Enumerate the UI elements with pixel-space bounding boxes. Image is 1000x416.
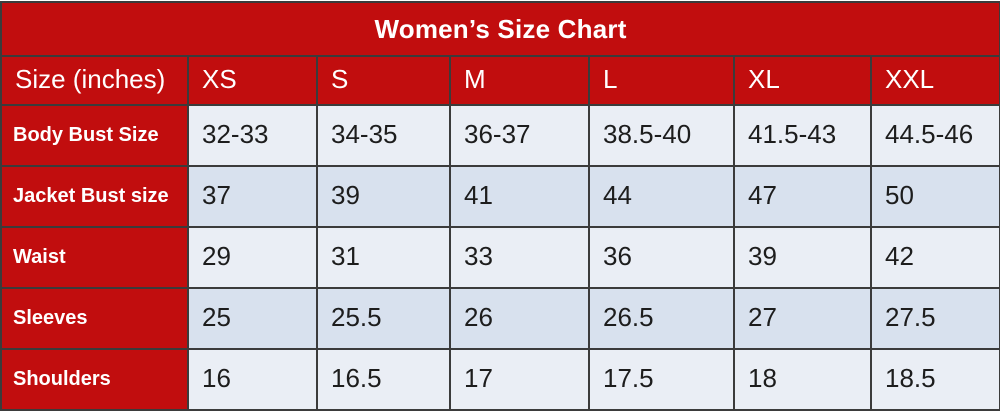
table-cell: 42 (869, 226, 1000, 289)
table-cell: 36 (588, 226, 735, 289)
table-cell: 47 (733, 165, 872, 228)
row-label-body-bust: Body Bust Size (0, 104, 189, 167)
column-header-size-inches: Size (inches) (0, 55, 189, 106)
table-cell: 27 (733, 287, 872, 350)
column-header-row: Size (inches) XS S M L XL XXL (0, 55, 1000, 106)
table-cell: 41 (449, 165, 590, 228)
table-cell: 37 (187, 165, 318, 228)
table-cell: 32-33 (187, 104, 318, 167)
table-cell: 50 (869, 165, 1000, 228)
column-header-xs: XS (187, 55, 318, 106)
table-cell: 17 (449, 348, 590, 411)
column-header-l: L (588, 55, 735, 106)
page-title: Women’s Size Chart (0, 1, 1000, 57)
table-cell: 25.5 (316, 287, 451, 350)
table-cell: 39 (316, 165, 451, 228)
table-cell: 44 (588, 165, 735, 228)
table-cell: 29 (187, 226, 318, 289)
row-label-shoulders: Shoulders (0, 348, 189, 411)
table-cell: 18.5 (869, 348, 1000, 411)
row-label-sleeves: Sleeves (0, 287, 189, 350)
table-cell: 38.5-40 (588, 104, 735, 167)
row-label-waist: Waist (0, 226, 189, 289)
column-header-xxl: XXL (869, 55, 1000, 106)
table-row-waist: Waist 29 31 33 36 39 42 (0, 226, 1000, 289)
table-cell: 18 (733, 348, 872, 411)
table-cell: 25 (187, 287, 318, 350)
column-header-xl: XL (733, 55, 872, 106)
title-row: Women’s Size Chart (0, 1, 1000, 57)
table-cell: 16.5 (316, 348, 451, 411)
table-cell: 31 (316, 226, 451, 289)
column-header-m: M (449, 55, 590, 106)
table-cell: 16 (187, 348, 318, 411)
table-cell: 27.5 (869, 287, 1000, 350)
table-cell: 26.5 (588, 287, 735, 350)
table-cell: 41.5-43 (733, 104, 872, 167)
row-label-jacket-bust: Jacket Bust size (0, 165, 189, 228)
table-cell: 17.5 (588, 348, 735, 411)
table-cell: 33 (449, 226, 590, 289)
table-cell: 26 (449, 287, 590, 350)
table-row-sleeves: Sleeves 25 25.5 26 26.5 27 27.5 (0, 287, 1000, 350)
table-cell: 44.5-46 (869, 104, 1000, 167)
table-row-body-bust: Body Bust Size 32-33 34-35 36-37 38.5-40… (0, 104, 1000, 167)
table-cell: 34-35 (316, 104, 451, 167)
column-header-s: S (316, 55, 451, 106)
table-row-shoulders: Shoulders 16 16.5 17 17.5 18 18.5 (0, 348, 1000, 411)
table-row-jacket-bust: Jacket Bust size 37 39 41 44 47 50 (0, 165, 1000, 228)
table-cell: 36-37 (449, 104, 590, 167)
table-cell: 39 (733, 226, 872, 289)
